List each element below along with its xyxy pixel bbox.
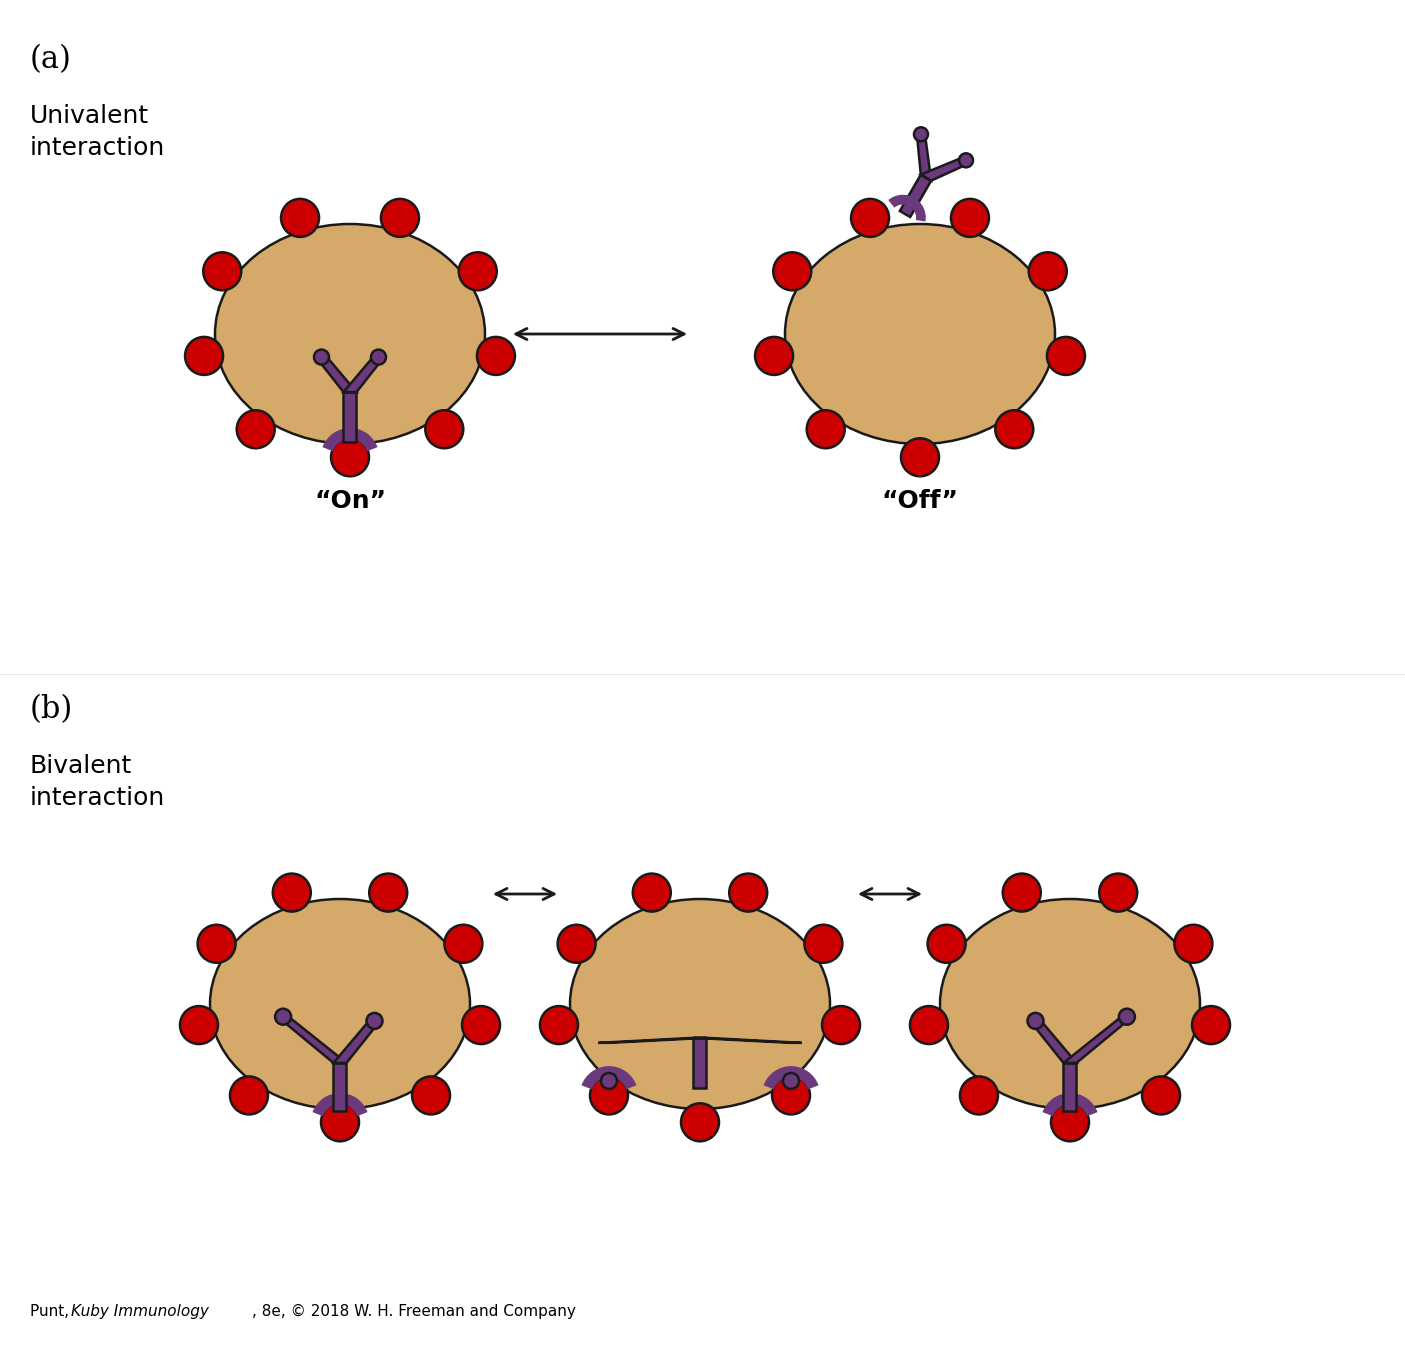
Circle shape <box>1028 252 1066 290</box>
Polygon shape <box>916 131 932 180</box>
Polygon shape <box>343 357 384 393</box>
Circle shape <box>1191 1006 1229 1044</box>
Ellipse shape <box>940 899 1200 1109</box>
Polygon shape <box>599 1039 707 1043</box>
Circle shape <box>1051 1104 1089 1141</box>
Text: “Off”: “Off” <box>881 489 958 513</box>
Polygon shape <box>278 1017 347 1063</box>
Circle shape <box>275 1009 291 1025</box>
Ellipse shape <box>785 223 1055 444</box>
Circle shape <box>476 337 516 375</box>
Circle shape <box>444 925 482 963</box>
Circle shape <box>313 349 329 364</box>
Polygon shape <box>333 1021 379 1063</box>
Polygon shape <box>694 1039 707 1087</box>
Text: Kuby Immunology: Kuby Immunology <box>72 1304 209 1319</box>
Circle shape <box>204 252 242 290</box>
Text: (a): (a) <box>30 43 72 74</box>
Circle shape <box>367 1013 382 1029</box>
Circle shape <box>729 873 767 911</box>
Circle shape <box>198 925 236 963</box>
Circle shape <box>951 199 989 237</box>
Circle shape <box>281 199 319 237</box>
Circle shape <box>783 1072 799 1089</box>
Circle shape <box>927 925 965 963</box>
Circle shape <box>236 410 275 448</box>
Text: (b): (b) <box>30 695 73 724</box>
Circle shape <box>230 1076 268 1114</box>
Circle shape <box>632 873 670 911</box>
Circle shape <box>332 439 370 477</box>
Circle shape <box>773 252 811 290</box>
Circle shape <box>273 873 311 911</box>
Polygon shape <box>694 1039 801 1043</box>
Text: Bivalent
interaction: Bivalent interaction <box>30 754 166 810</box>
Circle shape <box>1099 873 1137 911</box>
Circle shape <box>371 349 386 364</box>
Circle shape <box>960 153 974 168</box>
Polygon shape <box>343 393 357 443</box>
Circle shape <box>590 1076 628 1114</box>
Circle shape <box>901 439 939 477</box>
Circle shape <box>1047 337 1085 375</box>
Circle shape <box>960 1076 998 1114</box>
Polygon shape <box>316 357 357 393</box>
Circle shape <box>412 1076 450 1114</box>
Text: Punt,: Punt, <box>30 1304 74 1319</box>
Ellipse shape <box>215 223 485 444</box>
Circle shape <box>915 127 927 141</box>
Circle shape <box>910 1006 948 1044</box>
Circle shape <box>822 1006 860 1044</box>
Circle shape <box>1027 1013 1044 1029</box>
Circle shape <box>995 410 1033 448</box>
Text: Univalent
interaction: Univalent interaction <box>30 104 166 160</box>
Circle shape <box>381 199 419 237</box>
Polygon shape <box>920 158 971 180</box>
Circle shape <box>1175 925 1213 963</box>
Circle shape <box>1118 1009 1135 1025</box>
Circle shape <box>462 1006 500 1044</box>
Circle shape <box>806 410 844 448</box>
Circle shape <box>771 1076 811 1114</box>
Text: , 8e, © 2018 W. H. Freeman and Company: , 8e, © 2018 W. H. Freeman and Company <box>251 1304 576 1319</box>
Text: “On”: “On” <box>313 489 386 513</box>
Circle shape <box>459 252 497 290</box>
Circle shape <box>370 873 407 911</box>
Circle shape <box>185 337 223 375</box>
Circle shape <box>805 925 843 963</box>
Circle shape <box>558 925 596 963</box>
Circle shape <box>851 199 889 237</box>
Circle shape <box>426 410 464 448</box>
Ellipse shape <box>209 899 471 1109</box>
Circle shape <box>681 1104 719 1141</box>
Circle shape <box>320 1104 360 1141</box>
Polygon shape <box>333 1063 347 1110</box>
Polygon shape <box>1064 1017 1132 1063</box>
Polygon shape <box>1064 1063 1076 1110</box>
Polygon shape <box>1030 1021 1076 1063</box>
Circle shape <box>1142 1076 1180 1114</box>
Circle shape <box>540 1006 577 1044</box>
Polygon shape <box>899 175 932 217</box>
Circle shape <box>1003 873 1041 911</box>
Circle shape <box>754 337 792 375</box>
Circle shape <box>601 1072 617 1089</box>
Circle shape <box>180 1006 218 1044</box>
Ellipse shape <box>570 899 830 1109</box>
